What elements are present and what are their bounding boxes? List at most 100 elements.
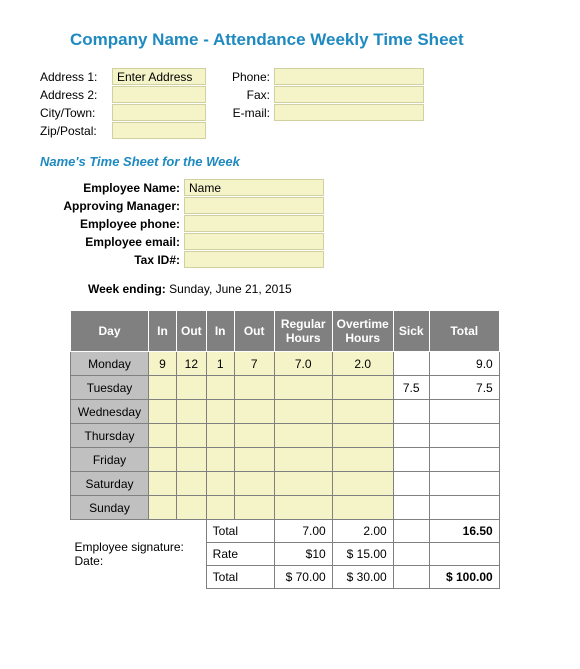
email-label: E-mail:: [226, 106, 274, 120]
out2-cell[interactable]: [234, 400, 274, 424]
address2-input[interactable]: [112, 86, 206, 103]
city-label: City/Town:: [40, 106, 112, 120]
in2-cell[interactable]: [206, 400, 234, 424]
total-cell: [429, 424, 499, 448]
in2-cell[interactable]: 1: [206, 352, 234, 376]
sum-reg-rate: $10: [274, 543, 332, 566]
address2-label: Address 2:: [40, 88, 112, 102]
sick-cell[interactable]: [393, 496, 429, 520]
sick-cell[interactable]: [393, 448, 429, 472]
week-ending-label: Week ending:: [88, 282, 166, 296]
day-cell: Sunday: [71, 496, 149, 520]
out2-cell[interactable]: [234, 376, 274, 400]
address1-input[interactable]: [112, 68, 206, 85]
sum-sick-amount: [393, 566, 429, 589]
out1-cell[interactable]: [177, 424, 207, 448]
in1-cell[interactable]: [149, 472, 177, 496]
employee-block: Employee Name: Approving Manager: Employ…: [54, 179, 540, 268]
table-row: Wednesday: [71, 400, 500, 424]
emp-email-input[interactable]: [184, 233, 324, 250]
reg-cell[interactable]: [274, 376, 332, 400]
day-cell: Tuesday: [71, 376, 149, 400]
in2-cell[interactable]: [206, 496, 234, 520]
out2-cell[interactable]: [234, 472, 274, 496]
reg-cell[interactable]: [274, 472, 332, 496]
address1-label: Address 1:: [40, 70, 112, 84]
table-header-row: Day In Out In Out Regular Hours Overtime…: [71, 311, 500, 352]
sick-cell[interactable]: [393, 400, 429, 424]
sum-sick-rate: [393, 543, 429, 566]
emp-manager-input[interactable]: [184, 197, 324, 214]
table-row: Thursday: [71, 424, 500, 448]
th-day: Day: [71, 311, 149, 352]
signature-date-label: Date:: [75, 554, 104, 568]
th-ot: Overtime Hours: [332, 311, 393, 352]
ot-cell[interactable]: [332, 400, 393, 424]
phone-input[interactable]: [274, 68, 424, 85]
signature-emp-label: Employee signature:: [75, 540, 184, 554]
out1-cell[interactable]: [177, 448, 207, 472]
total-cell: [429, 448, 499, 472]
sick-cell[interactable]: 7.5: [393, 376, 429, 400]
table-row: Sunday: [71, 496, 500, 520]
in2-cell[interactable]: [206, 448, 234, 472]
day-cell: Monday: [71, 352, 149, 376]
city-input[interactable]: [112, 104, 206, 121]
zip-input[interactable]: [112, 122, 206, 139]
ot-cell[interactable]: [332, 496, 393, 520]
sum-total-label: Total: [206, 520, 274, 543]
out2-cell[interactable]: [234, 496, 274, 520]
in1-cell[interactable]: [149, 496, 177, 520]
week-ending: Week ending: Sunday, June 21, 2015: [88, 282, 540, 296]
reg-cell[interactable]: 7.0: [274, 352, 332, 376]
week-ending-value: Sunday, June 21, 2015: [169, 282, 292, 296]
ot-cell[interactable]: 2.0: [332, 352, 393, 376]
in1-cell[interactable]: [149, 400, 177, 424]
ot-cell[interactable]: [332, 448, 393, 472]
emp-name-label: Employee Name:: [54, 181, 184, 195]
out2-cell[interactable]: [234, 424, 274, 448]
reg-cell[interactable]: [274, 424, 332, 448]
fax-input[interactable]: [274, 86, 424, 103]
address-block: Address 1: Address 2: City/Town: Zip/Pos…: [40, 68, 540, 140]
reg-cell[interactable]: [274, 400, 332, 424]
emp-tax-label: Tax ID#:: [54, 253, 184, 267]
sick-cell[interactable]: [393, 424, 429, 448]
emp-phone-input[interactable]: [184, 215, 324, 232]
emp-tax-input[interactable]: [184, 251, 324, 268]
out1-cell[interactable]: [177, 400, 207, 424]
day-cell: Wednesday: [71, 400, 149, 424]
sick-cell[interactable]: [393, 352, 429, 376]
table-row: Monday912177.02.09.0: [71, 352, 500, 376]
in2-cell[interactable]: [206, 424, 234, 448]
out1-cell[interactable]: 12: [177, 352, 207, 376]
reg-cell[interactable]: [274, 496, 332, 520]
emp-manager-label: Approving Manager:: [54, 199, 184, 213]
out1-cell[interactable]: [177, 472, 207, 496]
sum-ot-total: 2.00: [332, 520, 393, 543]
emp-phone-label: Employee phone:: [54, 217, 184, 231]
day-cell: Saturday: [71, 472, 149, 496]
out1-cell[interactable]: [177, 496, 207, 520]
summary-total-row: Employee signature: Date: Total 7.00 2.0…: [71, 520, 500, 543]
sum-sick-total: [393, 520, 429, 543]
sick-cell[interactable]: [393, 472, 429, 496]
out2-cell[interactable]: 7: [234, 352, 274, 376]
in1-cell[interactable]: 9: [149, 352, 177, 376]
ot-cell[interactable]: [332, 376, 393, 400]
sum-grand-amount: $ 100.00: [429, 566, 499, 589]
emp-name-input[interactable]: [184, 179, 324, 196]
in2-cell[interactable]: [206, 376, 234, 400]
out2-cell[interactable]: [234, 448, 274, 472]
ot-cell[interactable]: [332, 424, 393, 448]
sum-ot-rate: $ 15.00: [332, 543, 393, 566]
email-input[interactable]: [274, 104, 424, 121]
sum-grand-hours: 16.50: [429, 520, 499, 543]
out1-cell[interactable]: [177, 376, 207, 400]
in1-cell[interactable]: [149, 424, 177, 448]
in1-cell[interactable]: [149, 448, 177, 472]
in1-cell[interactable]: [149, 376, 177, 400]
ot-cell[interactable]: [332, 472, 393, 496]
in2-cell[interactable]: [206, 472, 234, 496]
reg-cell[interactable]: [274, 448, 332, 472]
